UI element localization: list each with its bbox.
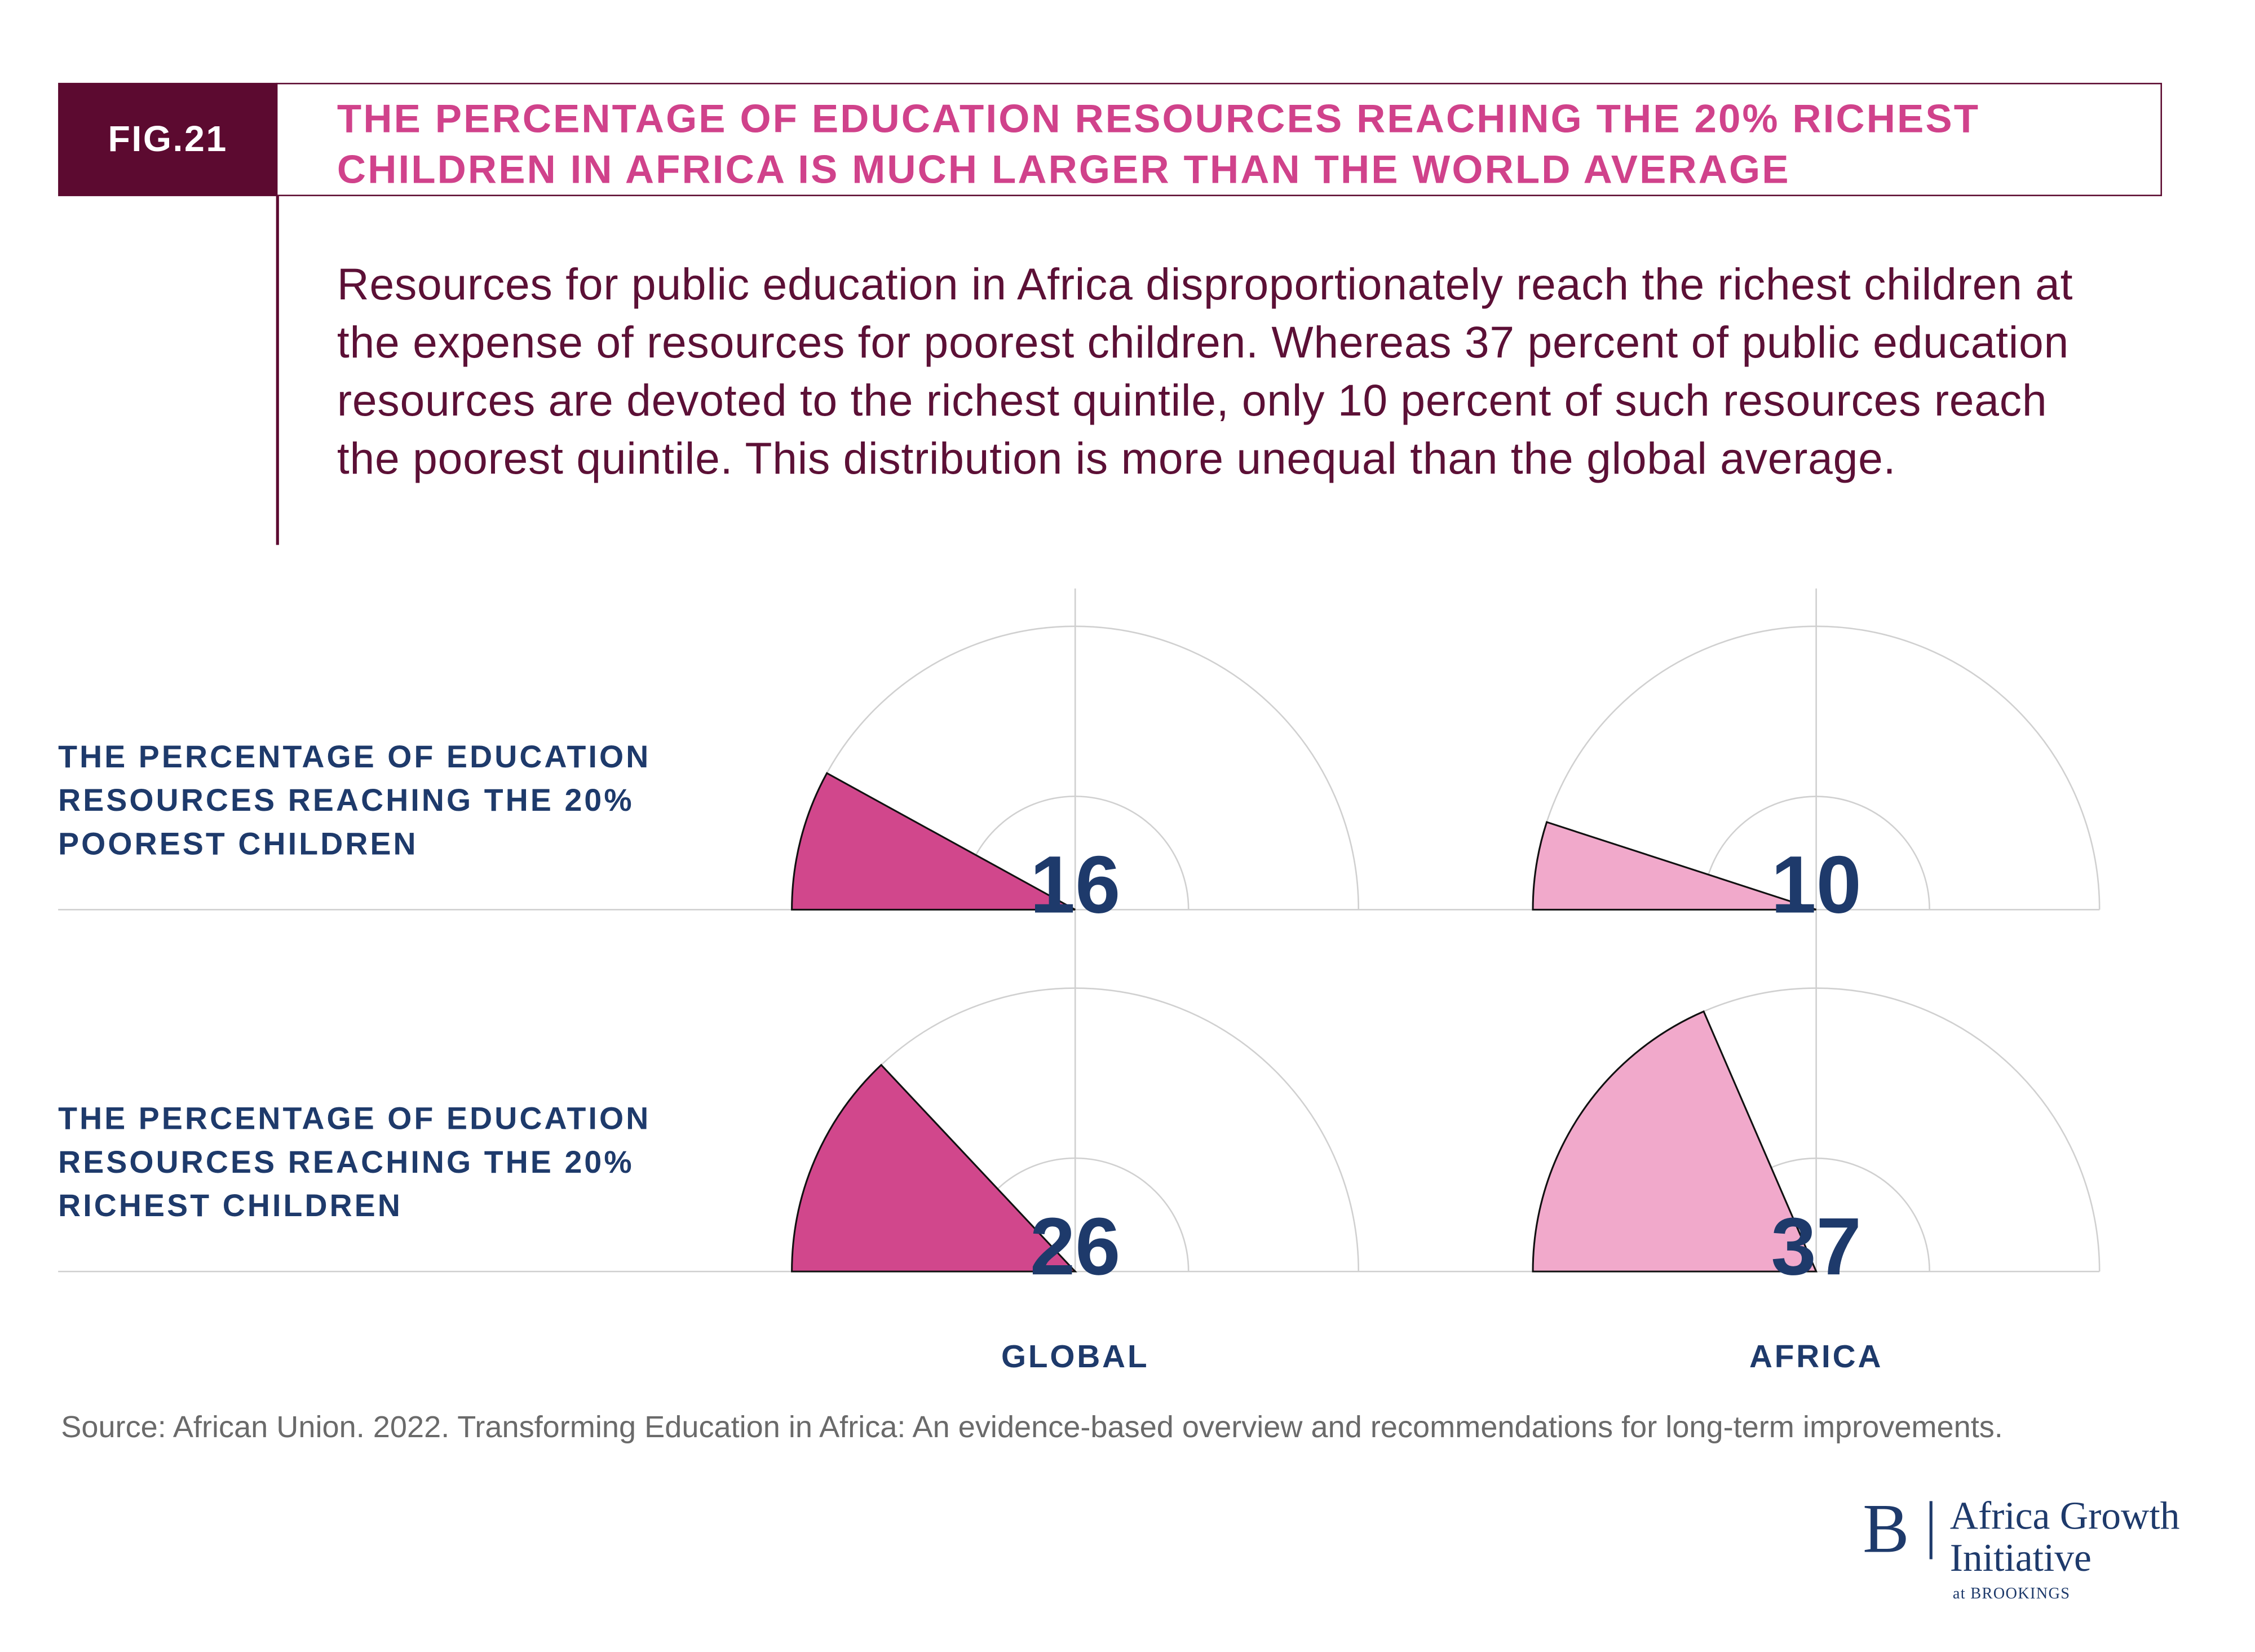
divider xyxy=(276,196,278,545)
sector xyxy=(1532,821,1817,911)
inner-arc xyxy=(1702,796,1930,910)
sector xyxy=(791,1063,1077,1273)
logo-sub: at BROOKINGS xyxy=(1952,1585,2071,1603)
value-label: 26 xyxy=(1030,1200,1121,1292)
value-label: 10 xyxy=(1771,839,1862,930)
row-label: THE PERCENTAGE OF EDUCATION RESOURCES RE… xyxy=(58,1101,651,1224)
value-label: 37 xyxy=(1771,1200,1862,1292)
title-box xyxy=(276,82,2163,196)
title: THE PERCENTAGE OF EDUCATION RESOURCES RE… xyxy=(337,96,1980,192)
source: Source: African Union. 2022. Transformin… xyxy=(61,1411,2003,1445)
sector xyxy=(1532,1010,1818,1273)
sector xyxy=(791,772,1076,911)
row-label: THE PERCENTAGE OF EDUCATION RESOURCES RE… xyxy=(58,739,651,862)
outer-arc xyxy=(1532,625,2101,910)
logo-mark: B xyxy=(1863,1491,1909,1568)
description: Resources for public education in Africa… xyxy=(337,260,2073,484)
logo-name: Africa Growth Initiative xyxy=(1949,1494,2180,1580)
logo-divider xyxy=(1929,1501,1932,1560)
column-label: GLOBAL xyxy=(1001,1339,1149,1375)
figure-number: FIG.21 xyxy=(58,82,278,196)
value-label: 16 xyxy=(1030,839,1121,930)
column-label: AFRICA xyxy=(1749,1339,1883,1375)
